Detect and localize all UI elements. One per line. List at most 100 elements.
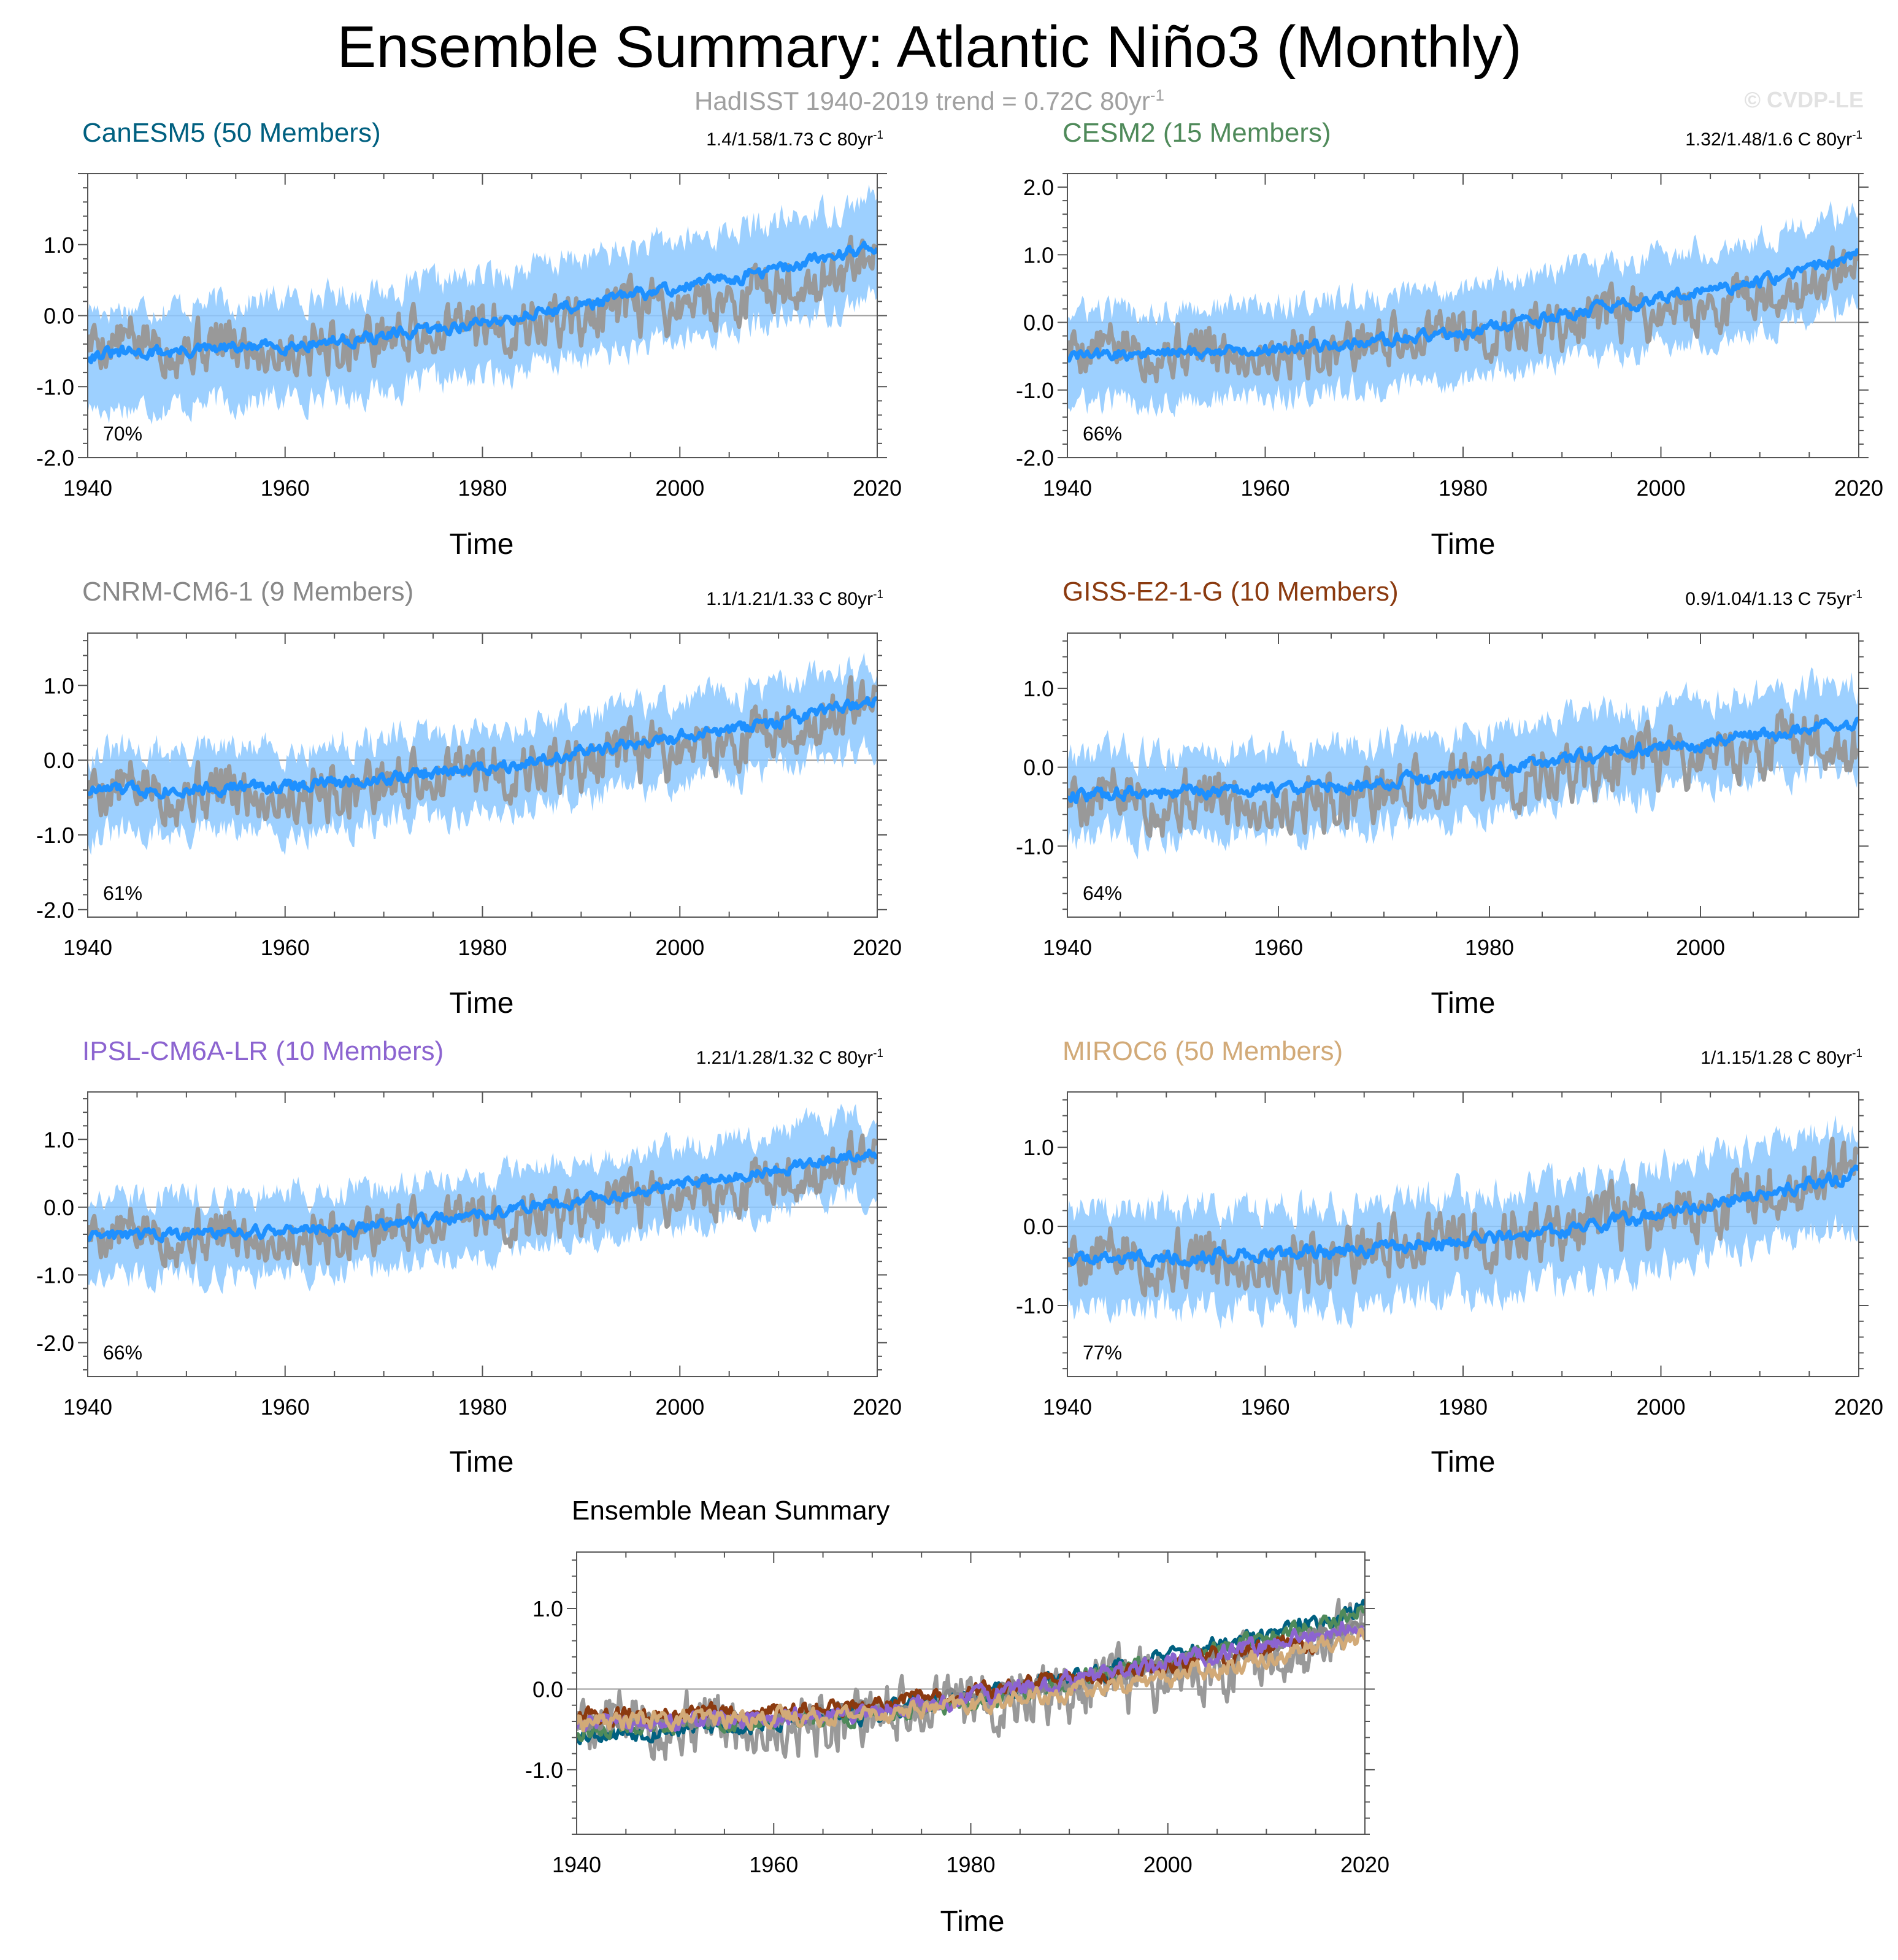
x-tick-label: 1940: [1043, 935, 1092, 960]
data-layer: [1067, 667, 1859, 859]
series-line-hadisst: [88, 234, 877, 380]
x-tick-label: 2020: [853, 1394, 902, 1420]
trend-sup: -1: [873, 1047, 883, 1060]
y-tick-label: 1.0: [44, 233, 74, 258]
panel-trend: 1.21/1.28/1.32 C 80yr-1: [613, 1043, 883, 1069]
y-tick-label: 0.0: [1023, 755, 1054, 780]
y-tick-label: -1.0: [36, 1262, 74, 1288]
x-tick-label: 2000: [1143, 1852, 1193, 1877]
y-tick-label: 1.0: [44, 673, 74, 698]
panel-trend: 0.9/1.04/1.13 C 75yr-1: [1595, 584, 1862, 610]
x-tick-label: 1980: [458, 1394, 507, 1420]
x-tick-label: 1960: [261, 935, 310, 960]
y-tick-label: 1.0: [1023, 242, 1054, 267]
series-line-ensemble-mean: [88, 1148, 877, 1243]
y-tick-label: 0.0: [44, 304, 74, 329]
y-tick-label: -1.0: [36, 374, 74, 399]
y-tick-label: 1.0: [532, 1596, 563, 1621]
panel-trend: 1/1.15/1.28 C 80yr-1: [1595, 1043, 1862, 1069]
y-tick-label: 1.0: [1023, 1135, 1054, 1160]
x-tick-label: 1980: [458, 935, 507, 960]
panel-title: IPSL-CM6A-LR (10 Members): [82, 1036, 444, 1066]
trend-text: 1.1/1.21/1.33 C 80yr: [706, 589, 874, 609]
panel-title: CanESM5 (50 Members): [82, 118, 381, 148]
x-tick-label: 2020: [1834, 475, 1883, 501]
y-tick-label: -1.0: [1016, 378, 1054, 403]
x-tick-label: 2020: [853, 475, 902, 501]
data-layer: [88, 652, 877, 856]
percent-label: 61%: [103, 882, 142, 904]
series-line-ensemble-mean: [1067, 1164, 1859, 1268]
y-tick-label: -1.0: [525, 1758, 563, 1783]
x-tick-label: 1940: [63, 935, 112, 960]
percent-label: 77%: [1083, 1342, 1122, 1364]
panel-trend: 1.1/1.21/1.33 C 80yr-1: [613, 584, 883, 610]
data-layer: [577, 1597, 1365, 1761]
trend-text: 1.32/1.48/1.6 C 80yr: [1685, 129, 1853, 150]
trend-sup: -1: [873, 129, 883, 142]
trend-text: 1.4/1.58/1.73 C 80yr: [706, 129, 874, 150]
plot-area: 1940 1960 1980 2000 2020 -2.0 -1.0 0.0 1.0 70%: [36, 173, 902, 501]
x-tick-label: 2020: [853, 935, 902, 960]
x-axis-label: Time: [940, 1905, 1005, 1938]
y-tick-label: -2.0: [36, 1331, 74, 1356]
x-tick-label: 2000: [1636, 475, 1685, 501]
x-axis-label: Time: [1431, 987, 1496, 1020]
plot-frame: [1067, 632, 1859, 918]
percent-label: 66%: [1083, 423, 1122, 445]
x-tick-label: 1960: [1240, 475, 1289, 501]
x-tick-label: 2000: [1636, 1394, 1685, 1420]
figure-subtitle: HadISST 1940-2019 trend = 0.72C 80yr-1: [0, 80, 1859, 117]
x-axis-label: Time: [1431, 1446, 1496, 1478]
series-line-hadisst: [1067, 245, 1859, 383]
panel-trend: 1.4/1.58/1.73 C 80yr-1: [613, 125, 883, 151]
copyright-watermark: © CVDP-LE: [1744, 87, 1864, 112]
x-tick-label: 1960: [749, 1852, 798, 1877]
x-tick-label: 1960: [1254, 935, 1303, 960]
panel-title: Ensemble Mean Summary: [572, 1496, 890, 1526]
series-line-miroc6: [577, 1628, 1365, 1732]
plot-area: 1940 1960 1980 2000 -1.0 0.0 1.0 64%: [1016, 632, 1869, 960]
subtitle-sup: -1: [1150, 86, 1164, 104]
plot-area: 1940 1960 1980 2000 2020 -1.0 0.0 1.0 77%: [1016, 1091, 1883, 1420]
trend-sup: -1: [1852, 588, 1862, 601]
x-axis-label: Time: [1431, 528, 1496, 561]
x-tick-label: 2020: [1340, 1852, 1389, 1877]
series-line-ensemble-mean: [1067, 248, 1859, 363]
x-tick-label: 2000: [1676, 935, 1725, 960]
x-tick-label: 2000: [655, 1394, 704, 1420]
y-tick-label: 0.0: [532, 1677, 563, 1702]
x-tick-label: 1940: [63, 1394, 112, 1420]
series-line-ensemble-mean: [1067, 717, 1859, 804]
x-axis-label: Time: [449, 987, 514, 1020]
y-tick-label: -2.0: [1016, 445, 1054, 471]
series-line-hadisst: [88, 675, 877, 828]
y-tick-label: 1.0: [1023, 676, 1054, 701]
x-tick-label: 1940: [1043, 475, 1092, 501]
plot-area: 1940 1960 1980 2000 2020 -2.0 -1.0 0.0 1.0 2.0 66%: [1016, 173, 1883, 501]
x-tick-label: 1940: [63, 475, 112, 501]
y-tick-label: 0.0: [44, 748, 74, 773]
panel-trend: 1.32/1.48/1.6 C 80yr-1: [1595, 125, 1862, 151]
x-axis-label: Time: [449, 1446, 514, 1478]
y-tick-label: -1.0: [1016, 834, 1054, 859]
x-tick-label: 2000: [655, 475, 704, 501]
trend-text: 1/1.15/1.28 C 80yr: [1700, 1048, 1853, 1068]
plot-area: 1940 1960 1980 2000 2020 -2.0 -1.0 0.0 1.0 61%: [36, 632, 902, 960]
y-tick-label: 2.0: [1023, 175, 1054, 200]
series-line-hadisst: [577, 1597, 1365, 1761]
trend-sup: -1: [1852, 1047, 1862, 1060]
data-layer: [1067, 201, 1859, 418]
panel-title: GISS-E2-1-G (10 Members): [1062, 577, 1399, 607]
x-tick-label: 1960: [1240, 1394, 1289, 1420]
panel-title: CNRM-CM6-1 (9 Members): [82, 577, 414, 607]
x-tick-label: 2000: [655, 935, 704, 960]
panel-title: MIROC6 (50 Members): [1062, 1036, 1343, 1066]
y-tick-label: -1.0: [36, 823, 74, 848]
series-line-hadisst: [1067, 1136, 1859, 1297]
data-layer: [88, 1104, 877, 1294]
x-tick-label: 1960: [261, 1394, 310, 1420]
subtitle-text: HadISST 1940-2019 trend = 0.72C 80yr: [694, 86, 1150, 115]
y-tick-label: 1.0: [44, 1127, 74, 1152]
